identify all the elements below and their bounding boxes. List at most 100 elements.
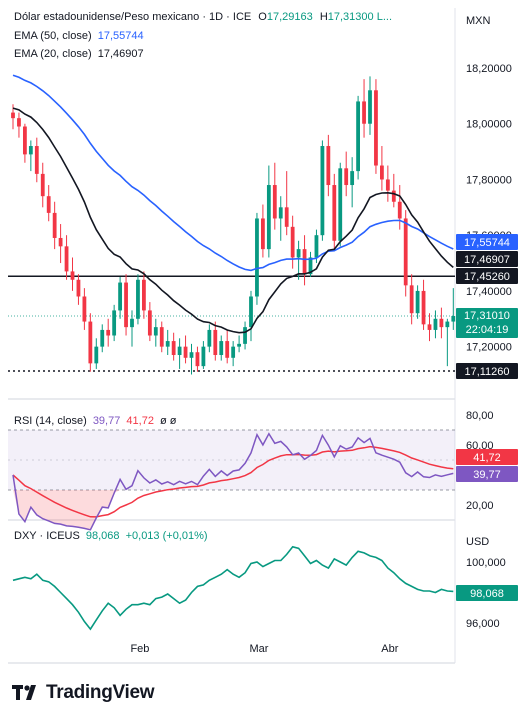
candle-body[interactable] [100,329,105,347]
candle-body[interactable] [266,185,271,250]
rsi-line[interactable] [12,432,454,531]
candle-body[interactable] [255,218,259,297]
dxy-value-label: 98,068 [470,588,504,600]
candle-body[interactable] [64,246,69,272]
candle-body[interactable] [249,296,253,328]
candle-body[interactable] [439,318,444,328]
candle-body[interactable] [272,185,277,219]
symbol-legend[interactable]: Dólar estadounidense/Peso mexicano · 1D … [14,10,392,25]
candle-body[interactable] [183,346,188,358]
legend-more[interactable]: L... [376,11,393,23]
candle-body[interactable] [278,207,283,219]
candle-body[interactable] [380,165,384,180]
candle-body[interactable] [165,341,170,347]
ema20-legend[interactable]: EMA (20, close) 17,46907 [14,47,144,62]
dxy-currency-label[interactable]: USD [466,536,489,548]
candle-body[interactable] [124,282,128,328]
ema50-legend[interactable]: EMA (50, close) 17,55744 [14,29,144,44]
dxy-tick-label: 100,000 [466,557,506,569]
candle-body[interactable] [171,341,176,356]
candle-body[interactable] [147,310,152,336]
candle-body[interactable] [374,90,378,166]
candle-body[interactable] [332,185,337,241]
candle-body[interactable] [88,321,93,364]
candle-body[interactable] [23,126,27,155]
dxy-pane[interactable] [12,545,454,631]
candle-body[interactable] [28,146,33,155]
candle-body[interactable] [368,90,372,124]
candle-body[interactable] [58,237,63,247]
candle-body[interactable] [338,168,343,241]
candle-body[interactable] [177,346,182,356]
candle-body[interactable] [243,327,247,344]
price-currency-label[interactable]: MXN [466,15,491,27]
candle-body[interactable] [356,101,360,172]
candle-body[interactable] [445,321,450,328]
candle-body[interactable] [350,171,355,186]
candle-body[interactable] [52,212,57,238]
candle-body[interactable] [76,279,81,297]
rsi-ma-line[interactable] [12,445,454,518]
candle-body[interactable] [320,146,325,236]
candle-body[interactable] [106,329,111,336]
candle-body[interactable] [207,329,212,347]
candle-body[interactable] [225,341,230,358]
candle-body[interactable] [290,226,295,258]
candle-body[interactable] [142,279,146,311]
rsi-extra: ø ø [160,415,177,427]
candle-body[interactable] [237,343,241,347]
candle-body[interactable] [415,290,420,314]
candle-body[interactable] [34,146,39,174]
rsi-pane[interactable] [8,429,455,531]
candle-body[interactable] [451,315,456,322]
candle-body[interactable] [11,112,15,119]
candle-body[interactable] [130,318,134,328]
rsi-tick-label: 80,00 [466,410,494,422]
candle-body[interactable] [159,327,164,347]
level-price-label: 17,45260 [464,271,510,283]
candle-body[interactable] [409,285,414,314]
candle-body[interactable] [308,257,313,275]
candle-body[interactable] [94,346,99,364]
candle-body[interactable] [136,279,140,319]
candle-body[interactable] [112,310,117,336]
candle-body[interactable] [391,190,396,202]
candle-body[interactable] [284,207,289,227]
candle-body[interactable] [302,249,307,275]
ema20-line[interactable] [12,107,454,334]
candle-body[interactable] [296,249,301,258]
price-tick-label: 18,00000 [466,119,512,131]
candle-body[interactable] [231,346,236,358]
candle-body[interactable] [344,168,349,186]
candle-body[interactable] [326,146,331,186]
rsi-legend[interactable]: RSI (14, close) 39,77 41,72 ø ø [14,414,177,429]
candle-body[interactable] [397,201,402,219]
symbol-title: Dólar estadounidense/Peso mexicano · 1D … [14,11,252,23]
candle-body[interactable] [219,341,224,356]
candle-body[interactable] [385,179,390,191]
candle-body[interactable] [153,327,158,336]
candle-body[interactable] [46,196,51,213]
candle-body[interactable] [201,346,206,367]
candle-body[interactable] [433,318,438,330]
candle-body[interactable] [70,271,75,280]
candle-body[interactable] [421,290,426,325]
price-pane[interactable] [8,74,456,375]
candle-body[interactable] [189,352,194,358]
dxy-line[interactable] [12,545,454,631]
candle-body[interactable] [17,118,21,127]
candle-body[interactable] [261,218,265,250]
candle-body[interactable] [195,352,200,367]
candle-body[interactable] [427,324,432,330]
candle-body[interactable] [40,173,45,197]
candle-body[interactable] [314,235,319,258]
candle-body[interactable] [362,101,366,124]
candle-body[interactable] [403,218,408,286]
ema50-line[interactable] [12,74,454,272]
candle-body[interactable] [82,296,87,322]
candle-body[interactable] [118,282,122,311]
candle-body[interactable] [213,329,218,356]
dxy-legend[interactable]: DXY · ICEUS 98,068 +0,013 (+0,01%) [14,529,208,544]
tradingview-logo[interactable]: TradingView [12,682,155,704]
